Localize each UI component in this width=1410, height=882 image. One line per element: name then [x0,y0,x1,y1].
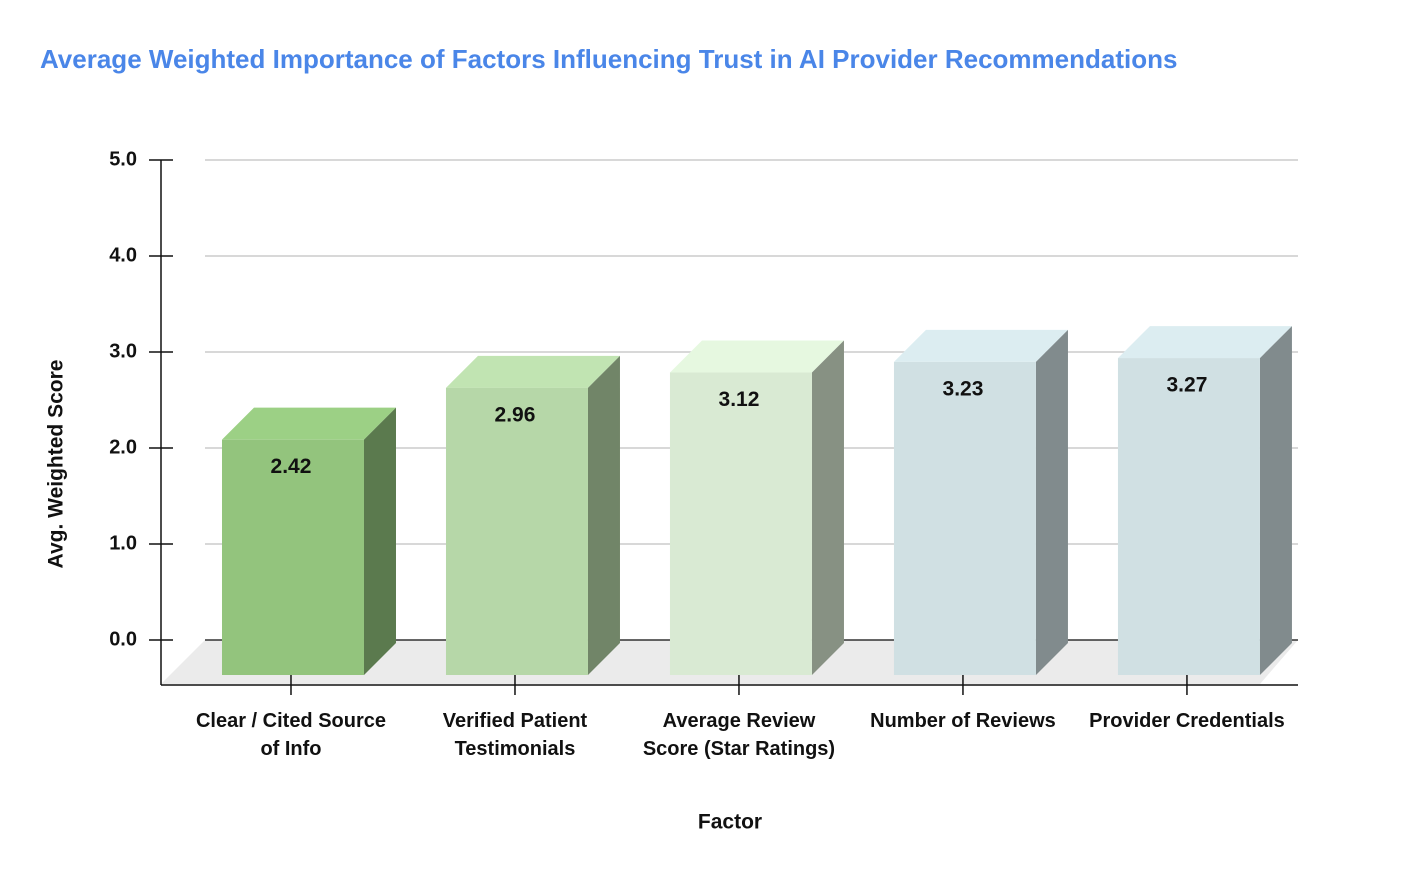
bar-side [1259,326,1292,675]
y-tick-label: 1.0 [109,532,137,554]
y-tick-label: 3.0 [109,340,137,362]
value-label: 2.42 [271,455,312,478]
y-axis-label: Avg. Weighted Score [45,360,68,569]
bar-side [363,407,396,675]
chart-title: Average Weighted Importance of Factors I… [40,44,1177,74]
value-label: 3.23 [943,377,984,400]
bar [221,439,364,675]
x-axis-label: Factor [698,811,762,834]
bar-top [893,329,1068,362]
x-tick-label: Average Review Score (Star Ratings) [642,710,836,760]
bar [669,372,812,675]
y-tick-label: 2.0 [109,436,137,458]
value-label: 3.12 [719,388,760,411]
bar-side [1035,329,1068,675]
y-tick-label: 0.0 [109,628,137,650]
bar-top [669,340,844,373]
bar-side [587,355,620,675]
bar [1117,358,1260,675]
bar-top [445,355,620,388]
x-tick-label: Provider Credentials [1089,710,1285,732]
y-tick-label: 5.0 [109,148,137,170]
bar-side [811,340,844,675]
bar-top [1117,326,1292,359]
bar [445,387,588,675]
x-tick-label: Clear / Cited Source of Info [195,710,387,760]
x-tick-label: Verified Patient Testimonials [442,710,588,760]
bar [893,361,1036,675]
value-label: 2.96 [495,403,536,426]
value-label: 3.27 [1167,374,1208,397]
y-tick-label: 4.0 [109,244,137,266]
x-tick-label: Number of Reviews [870,710,1056,732]
bar-top [221,407,396,440]
